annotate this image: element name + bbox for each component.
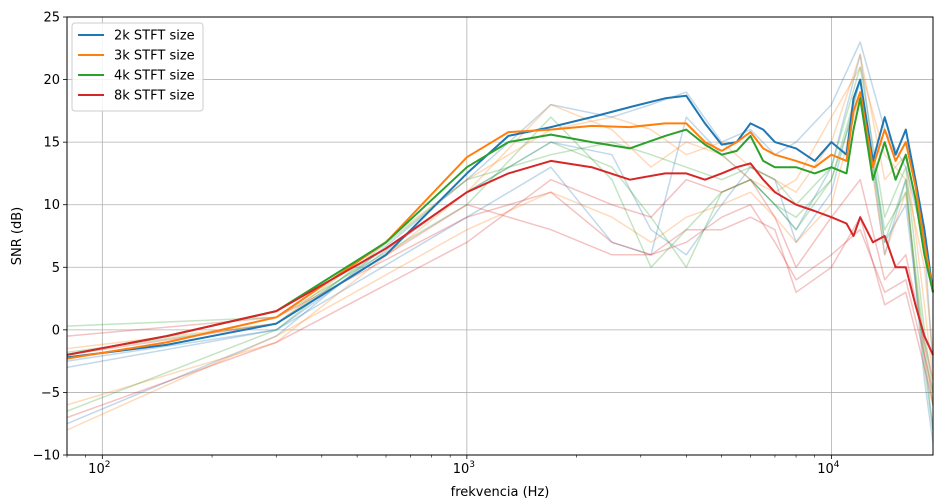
y-tick-label: 10 <box>43 198 60 213</box>
y-tick-label: 20 <box>43 73 60 88</box>
legend-box <box>71 22 204 112</box>
x-tick-label-base: 10 <box>453 462 470 477</box>
y-tick-label: −5 <box>41 386 60 401</box>
y-tick-label: 5 <box>52 261 60 276</box>
legend-entry-label: 4k STFT size <box>114 69 195 84</box>
y-tick-label: 15 <box>43 136 60 151</box>
background-series-line <box>66 53 934 380</box>
x-tick-label-exponent: 4 <box>834 460 840 470</box>
axes-frame <box>66 16 934 456</box>
y-axis-ticks: −10 −5 0 5 10 15 20 25 <box>33 11 67 464</box>
background-series-line <box>66 203 934 406</box>
x-tick-label: 102 <box>88 460 110 477</box>
x-tick-label: 103 <box>453 460 475 477</box>
series-line <box>66 159 934 356</box>
y-tick-label: −10 <box>33 449 60 464</box>
background-series-line <box>66 91 934 406</box>
y-tick-label: 25 <box>43 11 60 26</box>
background-series-line <box>66 66 934 406</box>
y-tick-label: 0 <box>52 323 60 338</box>
series-line <box>66 78 934 359</box>
legend-entry-label: 8k STFT size <box>114 89 195 104</box>
x-tick-label-exponent: 2 <box>105 460 111 470</box>
y-axis-label: SNR (dB) <box>10 207 25 265</box>
background-series-line <box>66 53 934 431</box>
x-tick-label-base: 10 <box>817 462 834 477</box>
series-lines <box>66 78 934 360</box>
background-series-line <box>66 191 934 393</box>
background-series-line <box>66 66 934 412</box>
series-line <box>66 97 934 356</box>
background-series-line <box>66 91 934 431</box>
legend-entry-label: 2k STFT size <box>114 29 195 44</box>
series-line <box>66 91 934 360</box>
background-series-line <box>66 178 934 419</box>
x-tick-label-base: 10 <box>88 462 105 477</box>
x-axis-ticks: 102 103 104 <box>66 455 840 477</box>
x-tick-label: 104 <box>817 460 840 477</box>
background-series-line <box>66 78 934 431</box>
x-axis-label: frekvencia (Hz) <box>451 485 550 500</box>
background-series-line <box>66 78 934 443</box>
legend: 2k STFT size 3k STFT size 4k STFT size 8k S… <box>71 22 204 112</box>
x-tick-label-exponent: 3 <box>469 460 475 470</box>
legend-entry-label: 3k STFT size <box>114 49 195 64</box>
